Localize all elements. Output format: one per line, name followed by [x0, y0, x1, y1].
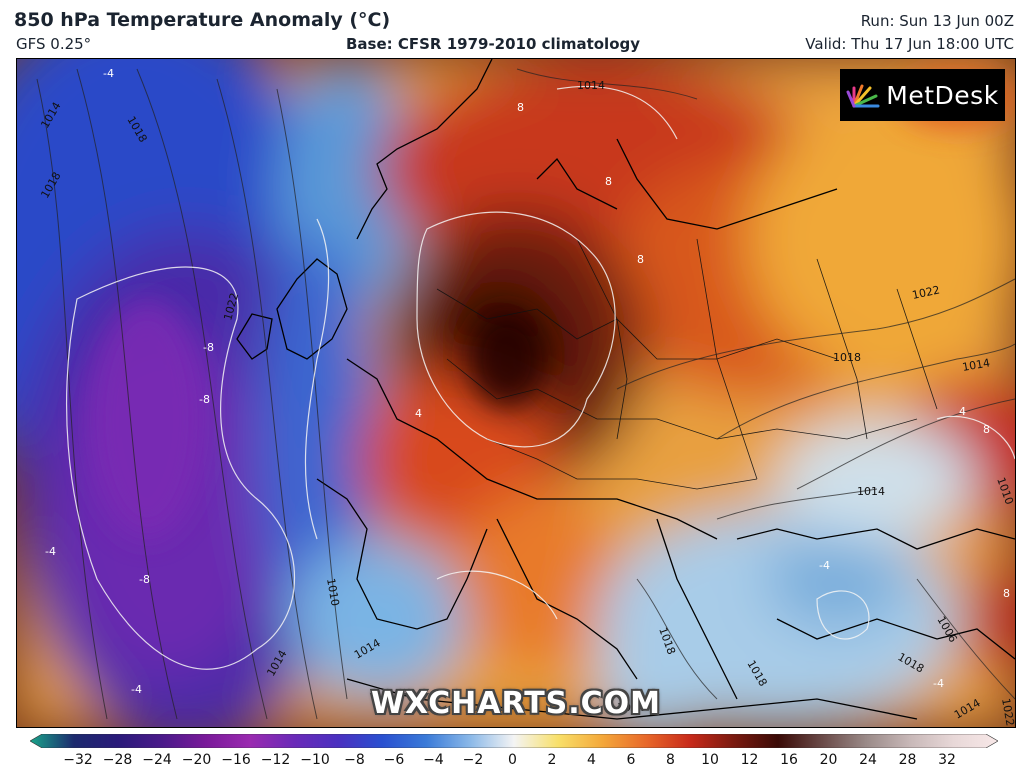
- isobar-label: 1022: [911, 283, 941, 302]
- isobar-label: 1014: [577, 79, 605, 92]
- chart-title: 850 hPa Temperature Anomaly (°C): [14, 9, 391, 31]
- colorbar-tick-label: −12: [260, 752, 291, 768]
- anomaly-labels: -4 -8 -8 -8 -4 -4 8 8 8 8 8 -4 4 -4 4: [45, 67, 1010, 696]
- colorbar-tick-label: 16: [780, 752, 798, 768]
- isobars: [36, 68, 1015, 720]
- climatology-base-label: Base: CFSR 1979-2010 climatology: [346, 35, 641, 53]
- anomaly-label: -4: [131, 683, 142, 696]
- anomaly-label: -8: [199, 393, 210, 406]
- colorbar-tick-label: 20: [819, 752, 838, 768]
- temperature-anomaly-map: 1014 1018 1022 1022 1018 1014 1014 1018 …: [16, 58, 1016, 728]
- isobar-label: 1014: [857, 485, 885, 498]
- colorbar-tick-label: 10: [701, 752, 719, 768]
- map-canvas: 1014 1018 1022 1022 1018 1014 1014 1018 …: [17, 59, 1015, 727]
- anomaly-contours: [65, 85, 1015, 670]
- isobar-label: 1022: [999, 697, 1015, 727]
- colorbar: [30, 734, 998, 748]
- colorbar-tick-label: −4: [423, 752, 444, 768]
- colorbar-tick-label: −24: [142, 752, 172, 768]
- colorbar-tick-label: −2: [462, 752, 484, 768]
- anomaly-label: 4: [959, 405, 966, 418]
- anomaly-label: -4: [45, 545, 56, 558]
- sunburst-logo-icon: [846, 84, 880, 108]
- anomaly-label: 8: [983, 423, 990, 436]
- logo-text: MetDesk: [886, 80, 999, 110]
- colorbar-tick-label: 32: [938, 752, 956, 768]
- colorbar-tick-label: 24: [859, 752, 877, 768]
- anomaly-label: -8: [203, 341, 214, 354]
- isobar-label: 1014: [617, 701, 645, 714]
- colorbar-tick-label: 8: [666, 752, 675, 768]
- colorbar-tick-label: −32: [63, 752, 93, 768]
- watermark: WXCHARTS.COM: [370, 686, 662, 721]
- isobar-label: 1018: [833, 351, 861, 364]
- colorbar-tick-label: 28: [898, 752, 917, 768]
- anomaly-label: 4: [415, 407, 422, 420]
- colorbar-tick-label: −8: [344, 752, 365, 768]
- colorbar-tick-label: 4: [587, 752, 596, 768]
- anomaly-label: -4: [933, 677, 944, 690]
- colorbar-tick-label: −16: [221, 752, 251, 768]
- colorbar-tick-label: −20: [181, 752, 212, 768]
- anomaly-label: -4: [103, 67, 114, 80]
- isobar-label: 1014: [961, 356, 991, 374]
- colorbar-tick-label: 2: [547, 752, 557, 768]
- anomaly-label: -8: [139, 573, 150, 586]
- colorbar-tick-label: −10: [300, 752, 330, 768]
- colorbar-tick-label: −6: [383, 752, 405, 768]
- colorbar-fill: [30, 734, 998, 748]
- metdesk-logo: MetDesk: [840, 69, 1005, 121]
- anomaly-label: 8: [605, 175, 612, 188]
- colorbar-tick-label: 12: [740, 752, 759, 768]
- colorbar-ticks: −32 −28 −24 −20 −16 −12 −10 −8 −6 −4 −2 0 2 4 6 8 10 12 16…: [0, 752, 1024, 772]
- run-time-label: Run: Sun 13 Jun 00Z: [860, 12, 1014, 30]
- anomaly-label: 8: [637, 253, 644, 266]
- colorbar-tick-label: 6: [626, 752, 636, 768]
- colorbar-tick-label: 0: [508, 752, 517, 768]
- colorbar-tick-label: −28: [102, 752, 133, 768]
- anomaly-label: 8: [1003, 587, 1010, 600]
- isobar-label: 1010: [324, 577, 342, 607]
- anomaly-label: -4: [819, 559, 830, 572]
- anomaly-label: 8: [517, 101, 524, 114]
- valid-time-label: Valid: Thu 17 Jun 18:00 UTC: [805, 35, 1014, 53]
- model-label: GFS 0.25°: [16, 35, 92, 53]
